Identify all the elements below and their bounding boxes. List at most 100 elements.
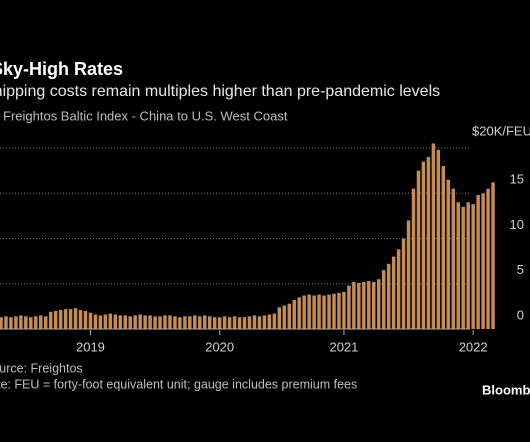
bar (118, 315, 123, 329)
bar (406, 220, 411, 329)
bar (267, 314, 272, 329)
bar (103, 314, 108, 329)
bar (357, 282, 361, 329)
bar (138, 314, 142, 329)
bar (198, 316, 202, 329)
bar (352, 281, 356, 329)
bar (53, 310, 58, 329)
bar (0, 317, 3, 329)
bar (123, 315, 127, 329)
bar (29, 317, 33, 329)
bar (58, 309, 63, 329)
bar (381, 270, 386, 329)
bar (24, 316, 28, 329)
bar (491, 182, 495, 329)
bar (9, 317, 13, 329)
bar (332, 293, 336, 329)
x-tick-label: 2022 (459, 339, 488, 354)
bar (217, 317, 222, 329)
bar (431, 143, 436, 329)
bar (133, 315, 137, 329)
bar (43, 316, 48, 329)
bar (317, 294, 321, 329)
bar (436, 149, 441, 329)
note: Note: FEU = forty-foot equivalent unit; … (0, 377, 357, 391)
bar (441, 166, 446, 329)
bar (178, 317, 182, 329)
bar (312, 295, 316, 329)
bar (456, 202, 460, 329)
source: Source: Freightos (0, 361, 83, 375)
bar (486, 188, 490, 329)
bar (322, 295, 326, 329)
x-tick-label: 2019 (76, 339, 105, 354)
bar (396, 249, 401, 329)
bar (476, 195, 480, 329)
bar (391, 256, 396, 329)
y-tick-label: 0 (517, 307, 524, 322)
bar (222, 316, 227, 329)
bar (451, 188, 456, 329)
bar (257, 316, 262, 329)
bar (362, 281, 366, 329)
bar (68, 309, 73, 329)
bar (34, 316, 38, 329)
bar (98, 315, 103, 329)
bar (242, 317, 247, 329)
bar (208, 316, 212, 329)
bar (247, 316, 252, 329)
bar (272, 313, 277, 329)
bar (108, 313, 113, 329)
bar (83, 310, 88, 329)
bar (471, 204, 475, 329)
chart-subtitle: Shipping costs remain multiples higher t… (0, 83, 440, 100)
bar (143, 315, 147, 329)
bar (297, 297, 301, 329)
x-tick-label: 2020 (205, 339, 234, 354)
y-tick-label: 10 (510, 217, 524, 232)
y-tick-label: 15 (510, 172, 524, 187)
bar (252, 315, 257, 329)
bar (148, 315, 152, 329)
y-tick-label: $20K/FEU (472, 123, 530, 138)
bar (168, 315, 172, 329)
bar (446, 179, 451, 329)
chart-title: Sky-High Rates (0, 59, 123, 79)
bar (113, 314, 118, 329)
bar (193, 315, 197, 329)
bar (282, 305, 287, 329)
bar (88, 312, 93, 329)
bar (386, 263, 391, 329)
bar (367, 281, 371, 329)
x-tick-label: 2021 (329, 339, 358, 354)
bar (277, 307, 282, 329)
bar (153, 316, 157, 329)
bar (158, 316, 162, 329)
bar (302, 295, 306, 329)
bar (426, 157, 431, 329)
y-tick-label: 5 (517, 262, 524, 277)
bar (421, 161, 426, 329)
bar (73, 308, 78, 329)
bar (342, 291, 346, 329)
bar (327, 294, 331, 329)
bar (48, 311, 53, 329)
bar (337, 292, 341, 329)
bar (39, 315, 43, 329)
bar (292, 300, 296, 329)
bar (481, 193, 485, 329)
bar (227, 317, 232, 329)
bar (347, 285, 351, 329)
bar (232, 316, 237, 329)
bar (78, 309, 83, 329)
bar (307, 294, 311, 329)
bar (401, 238, 406, 329)
bar (376, 279, 381, 329)
bar (237, 317, 242, 329)
bar (262, 315, 267, 329)
bar (173, 316, 177, 329)
bar (203, 315, 207, 329)
bar (212, 317, 217, 329)
brand: Bloomberg (482, 382, 530, 397)
